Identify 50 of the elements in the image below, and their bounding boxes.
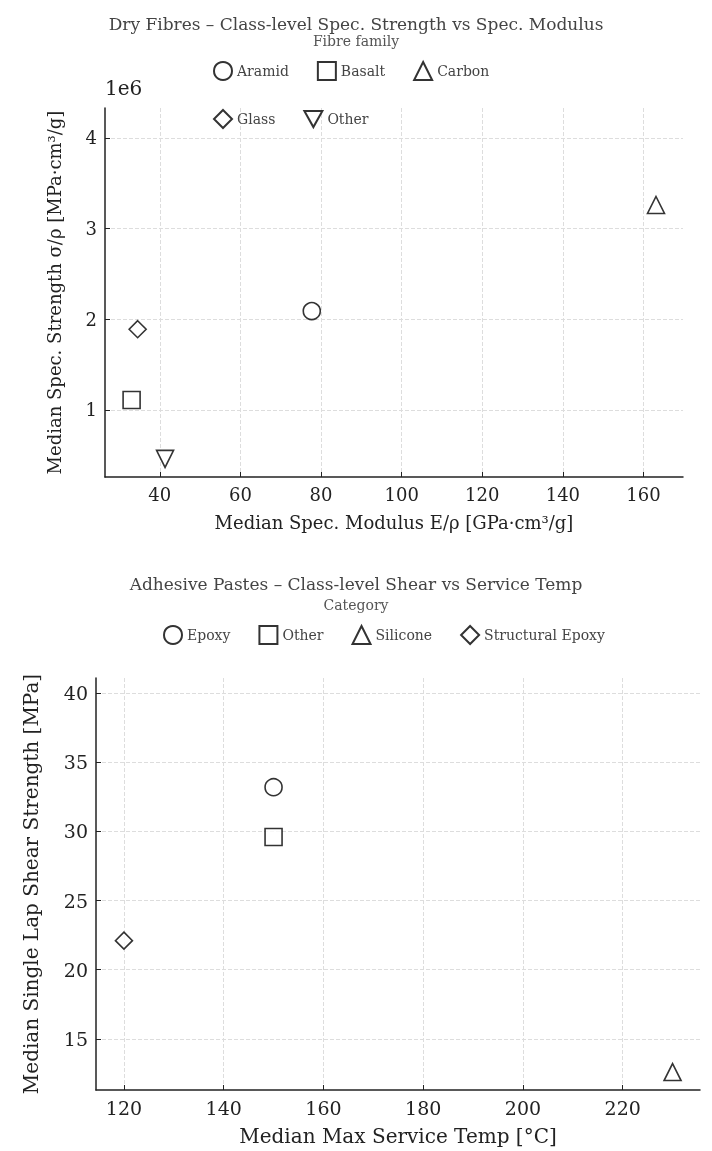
legend-label: Other (282, 627, 324, 643)
y-tick-label: 4 (85, 127, 97, 149)
legend-label: Epoxy (187, 627, 231, 643)
x-tick-label: 220 (604, 1096, 641, 1119)
legend-label: Glass (237, 111, 276, 127)
text: 1e6 (105, 76, 143, 100)
x-tick-label: 80 (309, 483, 333, 505)
point (302, 301, 322, 321)
y-tick-label: 2 (85, 308, 97, 330)
y-tick-label: 30 (63, 820, 88, 843)
y-tick-label: 3 (85, 218, 97, 240)
x-tick-label: 160 (626, 483, 661, 505)
point (128, 319, 147, 339)
y-tick-label: 25 (63, 889, 88, 912)
y-tick-label: 35 (63, 751, 88, 774)
point (155, 449, 175, 469)
x-axis-title: Median Max Service Temp [°C] (239, 1124, 557, 1148)
legend-label: Silicone (375, 627, 433, 643)
chart-title: Adhesive Pastes – Class-level Shear vs Service Temp (128, 573, 583, 594)
x-tick-label: 120 (105, 1096, 143, 1119)
legend-label: Carbon (437, 63, 490, 79)
legend-label: Basalt (340, 63, 386, 79)
x-tick-label: 60 (228, 483, 252, 505)
point (663, 1062, 682, 1082)
x-tick-label: 140 (205, 1096, 242, 1119)
chart-title: Dry Fibres – Class-level Spec. Strength vs Spec. Modulus (108, 13, 604, 34)
x-tick-label: 160 (305, 1096, 342, 1119)
x-tick-label: 100 (384, 483, 419, 505)
legend-title: Category (323, 597, 389, 613)
x-tick-label: 200 (504, 1096, 542, 1119)
y-tick-label: 1 (85, 399, 97, 421)
y-axis-title: Median Single Lap Shear Strength [MPa] (19, 673, 43, 1095)
x-tick-label: 120 (465, 483, 500, 505)
x-tick-label: 140 (545, 483, 581, 505)
y-tick-label: 40 (63, 682, 88, 705)
legend-title: Fibre family (312, 33, 400, 49)
point (122, 390, 141, 410)
point (114, 931, 134, 950)
legend-label: Other (327, 111, 369, 127)
point (264, 827, 283, 847)
point (646, 195, 666, 215)
point (264, 777, 283, 797)
y-axis-title: Median Spec. Strength σ/ρ [MPa·cm³/g] (43, 110, 65, 475)
x-tick-label: 180 (405, 1096, 442, 1119)
x-axis-title: Median Spec. Modulus E/ρ [GPa·cm³/g] (214, 511, 574, 533)
x-tick-label: 40 (148, 483, 172, 505)
legend-label: Aramid (236, 63, 289, 79)
y-tick-label: 15 (63, 1027, 88, 1050)
legend-label: Structural Epoxy (484, 627, 605, 643)
y-tick-label: 20 (63, 958, 88, 981)
